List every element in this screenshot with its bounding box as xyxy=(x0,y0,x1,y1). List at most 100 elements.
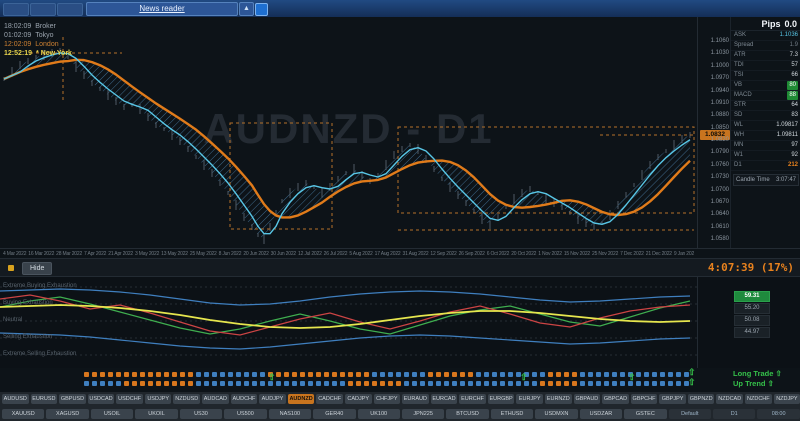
symbol-tab-usdcad[interactable]: USDCAD xyxy=(87,394,115,404)
control-tab-default[interactable]: Default xyxy=(668,408,711,419)
symbol-tab-jpn225[interactable]: JPN225 xyxy=(401,408,445,419)
signal-dot xyxy=(668,381,673,386)
news-icon[interactable] xyxy=(255,3,268,16)
symbol-tab-uk100[interactable]: UK100 xyxy=(357,408,400,419)
symbol-tab-nzdjpy[interactable]: NZDJPY xyxy=(773,394,800,404)
indicator-label: TDI xyxy=(734,62,744,68)
signal-dot xyxy=(532,381,537,386)
control-tab-08:00[interactable]: 08:00 xyxy=(757,408,800,419)
symbol-tab-us30[interactable]: US30 xyxy=(179,408,223,419)
symbol-tab-xagusd[interactable]: XAGUSD xyxy=(46,408,89,419)
indicator-value: 97 xyxy=(791,142,798,148)
symbol-tab-usdmxn[interactable]: USDMXN xyxy=(535,408,578,419)
signal-dot xyxy=(164,372,169,377)
current-price-box: 1.0832 xyxy=(700,130,730,140)
indicator-value: 1.9 xyxy=(789,42,798,48)
symbol-tab-ukoil[interactable]: UKOIL xyxy=(135,408,178,419)
date-label: 6 Oct 2022 xyxy=(486,251,510,257)
signal-dot xyxy=(628,381,633,386)
signal-dot xyxy=(460,381,465,386)
symbol-tab-usdchf[interactable]: USDCHF xyxy=(116,394,143,404)
signal-dot xyxy=(660,381,665,386)
symbol-tab-eurusd[interactable]: EURUSD xyxy=(30,394,58,404)
signal-dot xyxy=(116,381,121,386)
symbol-tab-us500[interactable]: US500 xyxy=(224,408,267,419)
symbol-tab-gbpcad[interactable]: GBPCAD xyxy=(602,394,629,404)
symbol-tab-audchf[interactable]: AUDCHF xyxy=(230,394,258,404)
signal-dot xyxy=(500,381,505,386)
symbol-tab-gbpjpy[interactable]: GBPJPY xyxy=(659,394,686,404)
signal-dot xyxy=(108,372,113,377)
symbol-tab-nzdchf[interactable]: NZDCHF xyxy=(745,394,772,404)
symbol-tab-gstec[interactable]: GSTEC xyxy=(624,408,667,419)
indicator-label: WH xyxy=(734,132,744,138)
up-arrow-icon: ⇧ xyxy=(688,377,696,387)
toolbar-segment[interactable] xyxy=(30,3,56,16)
news-reader-button[interactable]: News reader xyxy=(86,2,238,16)
symbol-tab-usdjpy[interactable]: USDJPY xyxy=(144,394,172,404)
signal-dot xyxy=(244,372,249,377)
clock-time: 01:02:09 xyxy=(4,32,32,39)
date-label: 5 Aug 2022 xyxy=(349,251,373,257)
signal-dot xyxy=(420,381,425,386)
symbol-tab-audjpy[interactable]: AUDJPY xyxy=(259,394,286,404)
signal-dot xyxy=(668,372,673,377)
symbol-tab-btcusd[interactable]: BTCUSD xyxy=(446,408,489,419)
exhaustion-subwindow[interactable]: Extreme Buying Exhaustion Buying Exhausti… xyxy=(0,276,697,369)
symbol-tab-nas100[interactable]: NAS100 xyxy=(268,408,312,419)
clock-time: 18:02:09 xyxy=(4,23,32,30)
main-chart-region[interactable]: AUDNZD - D1 18:02:09 Broker 01:02:09 Tokyo 1… xyxy=(0,17,697,248)
symbol-tab-nzdusd[interactable]: NZDUSD xyxy=(173,394,201,404)
symbol-tab-audusd[interactable]: AUDUSD xyxy=(2,394,29,404)
indicator-label: VB xyxy=(734,82,743,88)
signal-dot xyxy=(308,381,313,386)
symbol-tab-cadjpy[interactable]: CADJPY xyxy=(344,394,372,404)
symbol-tab-eurcad[interactable]: EURCAD xyxy=(430,394,458,404)
clock-row: 12:52:19 * New York xyxy=(4,49,72,58)
collapse-button[interactable]: ▲ xyxy=(239,2,254,16)
symbol-tab-gbpusd[interactable]: GBPUSD xyxy=(59,394,86,404)
exhaustion-level-label: Neutral xyxy=(3,317,23,323)
symbol-tab-gbpchf[interactable]: GBPCHF xyxy=(630,394,658,404)
control-tab-d1[interactable]: D1 xyxy=(713,408,756,419)
symbol-tab-chfjpy[interactable]: CHFJPY xyxy=(373,394,401,404)
symbol-tab-eurjpy[interactable]: EURJPY xyxy=(516,394,543,404)
symbol-tab-eurnzd[interactable]: EURNZD xyxy=(544,394,572,404)
price-label: 1.0730 xyxy=(710,174,729,181)
toolbar-segment[interactable] xyxy=(57,3,83,16)
symbol-tab-ethusd[interactable]: ETHUSD xyxy=(490,408,534,419)
signal-row-2 xyxy=(84,381,698,387)
symbol-tab-eurgbp[interactable]: EURGBP xyxy=(487,394,515,404)
signal-dot xyxy=(132,381,137,386)
indicator-row: VB 80 xyxy=(731,81,800,91)
price-label: 1.1030 xyxy=(710,50,729,57)
signal-dot xyxy=(588,381,593,386)
signal-dot xyxy=(196,372,201,377)
symbol-tab-xauusd[interactable]: XAUUSD xyxy=(2,408,45,419)
indicator-row: WH 1.09811 xyxy=(731,131,800,141)
signal-dot xyxy=(252,381,257,386)
symbol-tab-ger40[interactable]: GER40 xyxy=(313,408,356,419)
signal-dot xyxy=(652,381,657,386)
signal-dot xyxy=(652,372,657,377)
signal-dot xyxy=(348,372,353,377)
hide-button[interactable]: Hide xyxy=(22,262,53,275)
symbol-tab-eurchf[interactable]: EURCHF xyxy=(459,394,486,404)
price-chart[interactable] xyxy=(0,17,697,248)
symbol-tab-cadchf[interactable]: CADCHF xyxy=(316,394,343,404)
price-label: 1.0580 xyxy=(710,236,729,242)
toolbar-segment[interactable] xyxy=(3,3,29,16)
symbol-tab-euraud[interactable]: EURAUD xyxy=(402,394,429,404)
date-label: 28 Mar 2022 xyxy=(56,251,83,257)
symbol-tab-usoil[interactable]: USOIL xyxy=(90,408,134,419)
symbol-tab-gbpnzd[interactable]: GBPNZD xyxy=(687,394,715,404)
symbol-tab-audcad[interactable]: AUDCAD xyxy=(202,394,229,404)
symbol-tab-usdzar[interactable]: USDZAR xyxy=(579,408,623,419)
symbol-tab-gbpaud[interactable]: GBPAUD xyxy=(573,394,601,404)
symbol-tab-audnzd[interactable]: AUDNZD xyxy=(287,394,315,404)
signal-dot xyxy=(252,372,257,377)
signal-dot xyxy=(476,372,481,377)
watermark: AUDNZD - D1 xyxy=(203,105,494,152)
symbol-tab-nzdcad[interactable]: NZDCAD xyxy=(716,394,744,404)
